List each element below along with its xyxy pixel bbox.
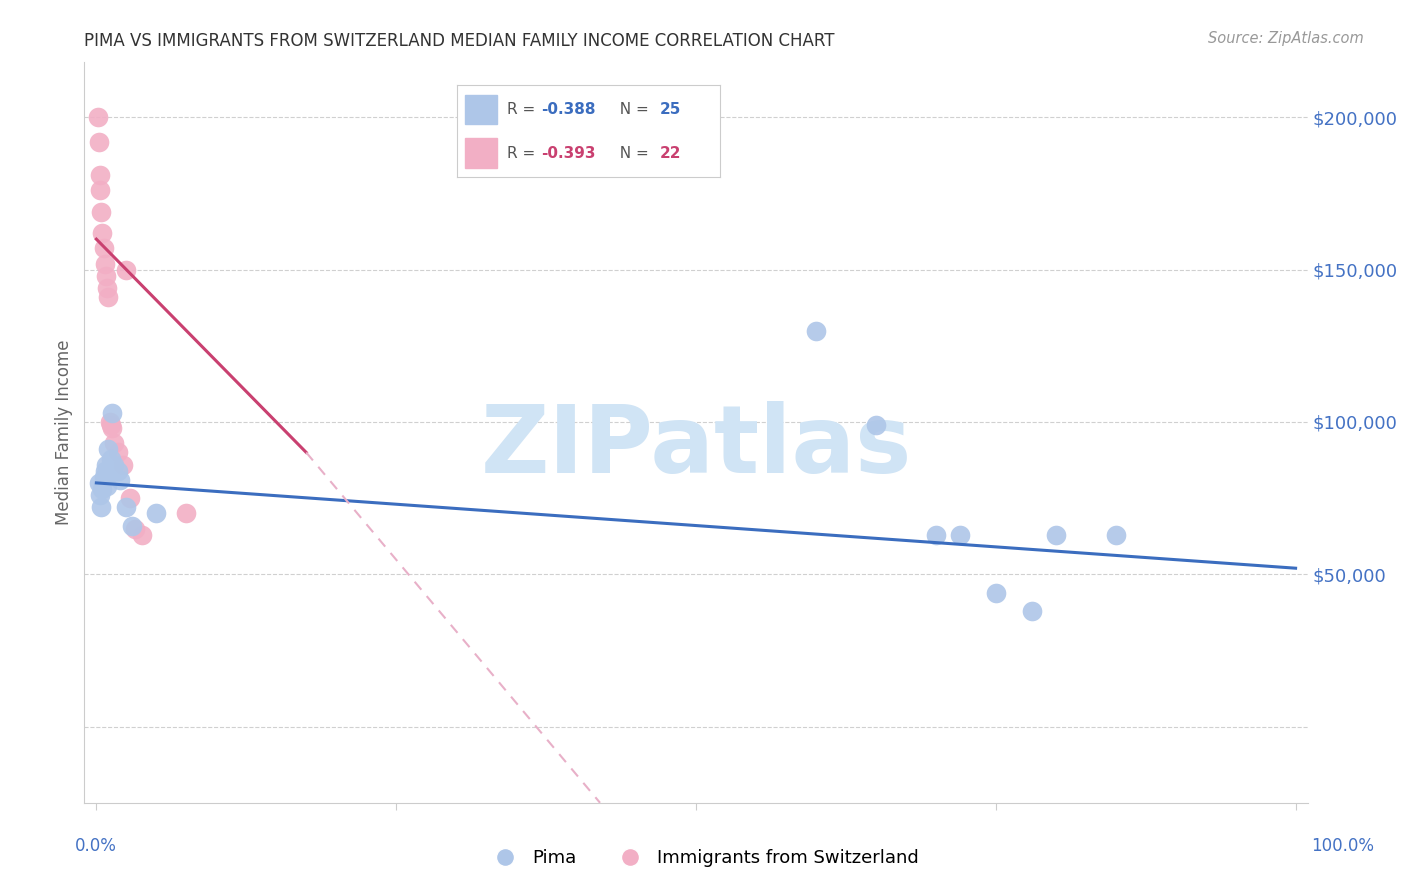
Point (103, 436, 125, 450)
Point (93, 470, 115, 484)
Point (949, 527, 972, 541)
Point (91, 226, 114, 240)
Point (107, 445, 129, 459)
Point (1021, 604, 1043, 618)
Point (925, 527, 948, 541)
Point (97, 290, 120, 304)
Point (87, 475, 110, 490)
Point (100, 417, 122, 432)
Point (98, 415, 121, 429)
Point (100, 451, 122, 466)
Point (1045, 527, 1067, 541)
Point (89, 183, 111, 197)
Point (124, 522, 146, 536)
Point (804, 324, 827, 338)
Text: ZIPatlas: ZIPatlas (481, 401, 911, 493)
Y-axis label: Median Family Income: Median Family Income (55, 340, 73, 525)
Text: PIMA VS IMMIGRANTS FROM SWITZERLAND MEDIAN FAMILY INCOME CORRELATION CHART: PIMA VS IMMIGRANTS FROM SWITZERLAND MEDI… (84, 32, 835, 50)
Text: 0.0%: 0.0% (75, 837, 117, 855)
Point (107, 464, 129, 478)
Point (115, 262, 138, 277)
Point (131, 527, 153, 541)
Legend: Pima, Immigrants from Switzerland: Pima, Immigrants from Switzerland (479, 842, 927, 874)
Point (93, 256, 117, 270)
Point (865, 417, 887, 432)
Point (118, 491, 141, 505)
Point (96, 479, 118, 493)
Point (91, 482, 114, 496)
Point (101, 406, 124, 420)
Point (94, 458, 117, 472)
Point (115, 500, 138, 515)
Point (86, 110, 108, 124)
Point (111, 458, 134, 472)
Point (110, 473, 132, 487)
Point (93, 241, 115, 255)
Point (1105, 527, 1128, 541)
Point (101, 421, 124, 435)
Point (93, 464, 117, 478)
Point (94, 268, 117, 283)
Point (97, 442, 120, 457)
Point (984, 585, 1007, 599)
Point (89, 168, 111, 182)
Point (145, 507, 167, 521)
Point (96, 281, 118, 295)
Text: 100.0%: 100.0% (1312, 837, 1374, 855)
Point (87, 135, 110, 149)
Point (89, 488, 111, 502)
Point (90, 500, 112, 515)
Point (90, 204, 112, 219)
Point (174, 507, 197, 521)
Text: Source: ZipAtlas.com: Source: ZipAtlas.com (1208, 31, 1364, 46)
Point (103, 458, 125, 472)
Point (121, 518, 143, 533)
